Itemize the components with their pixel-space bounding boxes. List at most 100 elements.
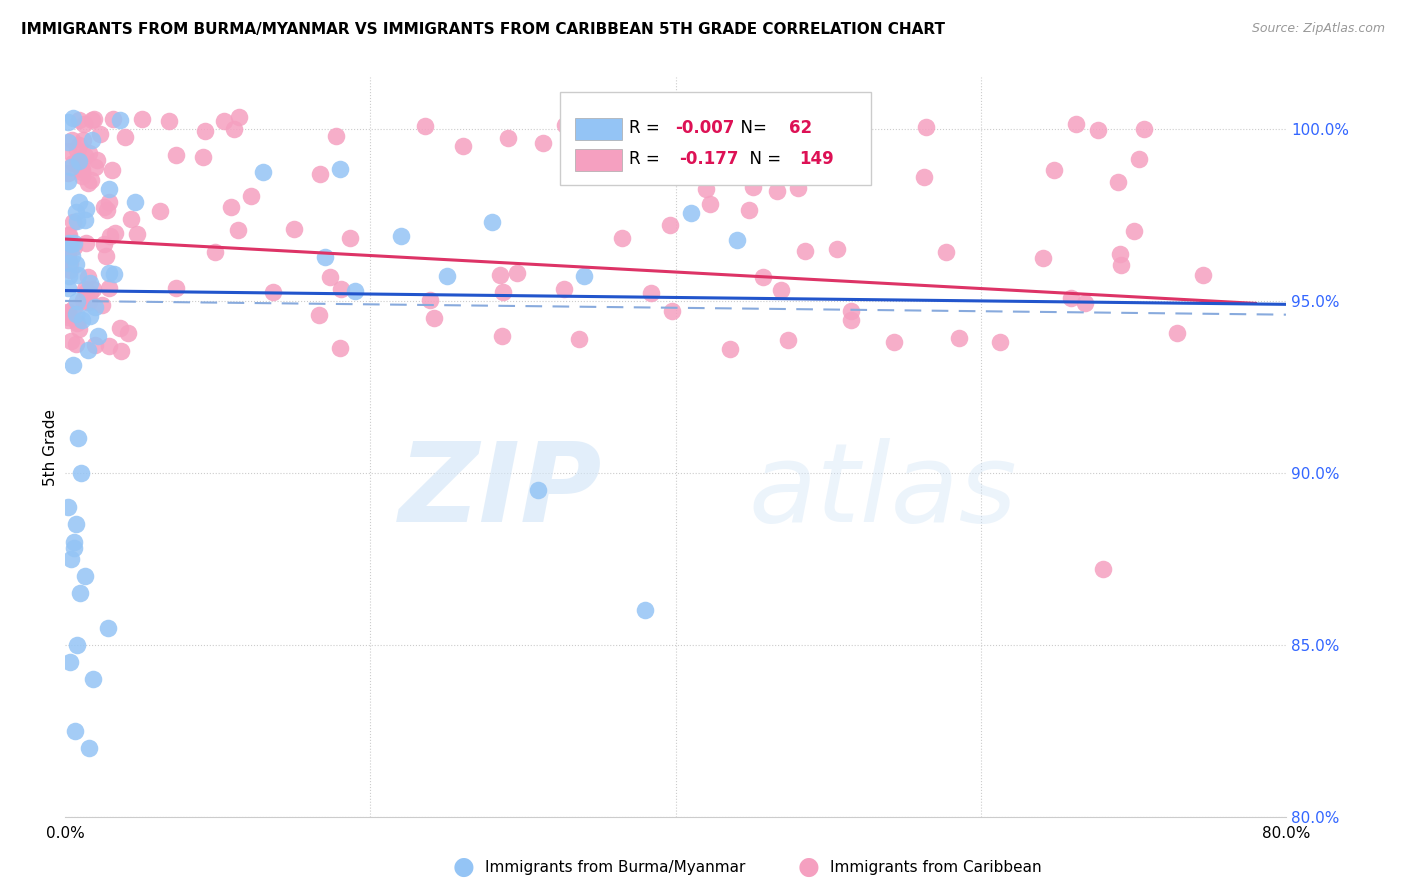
Point bbox=[1060, 291, 1083, 305]
Point bbox=[65, 336, 87, 351]
Point bbox=[67, 113, 90, 128]
Point bbox=[91, 298, 114, 312]
Text: IMMIGRANTS FROM BURMA/MYANMAR VS IMMIGRANTS FROM CARIBBEAN 5TH GRADE CORRELATION: IMMIGRANTS FROM BURMA/MYANMAR VS IMMIGRA… bbox=[21, 22, 945, 37]
Point bbox=[839, 313, 862, 327]
Point bbox=[75, 213, 97, 227]
Point bbox=[98, 266, 121, 280]
Point bbox=[344, 284, 367, 298]
Point bbox=[98, 339, 121, 353]
Point bbox=[73, 149, 96, 163]
Point bbox=[419, 293, 441, 307]
Point bbox=[103, 267, 125, 281]
Point bbox=[73, 282, 96, 296]
Point bbox=[75, 235, 97, 250]
Point bbox=[62, 215, 84, 229]
Point bbox=[770, 283, 793, 297]
Point bbox=[827, 242, 849, 256]
Point bbox=[389, 229, 412, 244]
Point bbox=[56, 305, 79, 319]
Point bbox=[912, 170, 935, 185]
Point bbox=[59, 256, 82, 270]
Point bbox=[1192, 268, 1215, 283]
Point bbox=[70, 169, 93, 183]
Point bbox=[309, 167, 332, 181]
Point bbox=[330, 282, 353, 296]
Point bbox=[679, 206, 702, 220]
Point bbox=[67, 194, 90, 209]
Point bbox=[73, 569, 96, 583]
Text: 149: 149 bbox=[799, 150, 834, 168]
Point bbox=[101, 162, 124, 177]
Point bbox=[741, 180, 763, 194]
Point bbox=[56, 166, 79, 180]
Point bbox=[103, 112, 125, 127]
Point bbox=[59, 334, 82, 348]
Point bbox=[67, 137, 90, 152]
Text: atlas: atlas bbox=[749, 438, 1018, 545]
Point bbox=[75, 285, 97, 299]
Y-axis label: 5th Grade: 5th Grade bbox=[44, 409, 58, 485]
Point bbox=[82, 282, 104, 296]
Text: ●: ● bbox=[797, 855, 820, 879]
Point bbox=[1133, 122, 1156, 136]
Point bbox=[58, 241, 80, 255]
Point bbox=[62, 240, 84, 254]
Point bbox=[56, 500, 79, 515]
Point bbox=[62, 358, 84, 372]
Point bbox=[80, 133, 103, 147]
Point bbox=[436, 268, 458, 283]
Point bbox=[79, 309, 101, 323]
Point bbox=[58, 235, 80, 250]
Point bbox=[413, 119, 436, 133]
Point bbox=[82, 672, 104, 686]
Point bbox=[531, 136, 554, 150]
Point bbox=[77, 343, 100, 357]
Point bbox=[59, 551, 82, 566]
Point bbox=[56, 115, 79, 129]
Point bbox=[60, 133, 83, 147]
Point bbox=[87, 329, 110, 343]
Point bbox=[120, 211, 142, 226]
Point bbox=[67, 153, 90, 168]
Point bbox=[77, 146, 100, 161]
Point bbox=[191, 150, 214, 164]
Point bbox=[915, 120, 938, 135]
Point bbox=[239, 189, 262, 203]
Point bbox=[114, 129, 136, 144]
Point bbox=[695, 182, 717, 196]
Point bbox=[308, 309, 330, 323]
Point bbox=[76, 270, 98, 285]
Point bbox=[610, 231, 633, 245]
Point bbox=[325, 128, 347, 143]
Text: -0.007: -0.007 bbox=[675, 119, 735, 136]
Point bbox=[883, 335, 905, 350]
Point bbox=[568, 332, 591, 346]
Point bbox=[69, 161, 91, 175]
Point bbox=[98, 182, 121, 196]
Point bbox=[226, 223, 249, 237]
Point bbox=[149, 204, 172, 219]
Point bbox=[603, 146, 626, 161]
Point bbox=[58, 269, 80, 284]
Point bbox=[59, 160, 82, 174]
Text: Immigrants from Caribbean: Immigrants from Caribbean bbox=[830, 860, 1042, 874]
Point bbox=[1123, 224, 1146, 238]
Point bbox=[718, 342, 741, 356]
Point bbox=[131, 112, 153, 127]
Point bbox=[108, 113, 131, 128]
Point bbox=[65, 204, 87, 219]
Point bbox=[63, 301, 86, 315]
Point bbox=[66, 214, 89, 228]
Point bbox=[69, 466, 91, 480]
Point bbox=[56, 281, 79, 295]
Point bbox=[56, 144, 79, 158]
Point bbox=[65, 257, 87, 271]
Point bbox=[329, 341, 352, 355]
Point bbox=[58, 313, 80, 327]
Point bbox=[845, 120, 868, 134]
Point bbox=[86, 153, 108, 167]
Point bbox=[82, 112, 104, 127]
Text: R =: R = bbox=[628, 150, 671, 168]
Point bbox=[762, 136, 785, 150]
FancyBboxPatch shape bbox=[560, 92, 870, 185]
